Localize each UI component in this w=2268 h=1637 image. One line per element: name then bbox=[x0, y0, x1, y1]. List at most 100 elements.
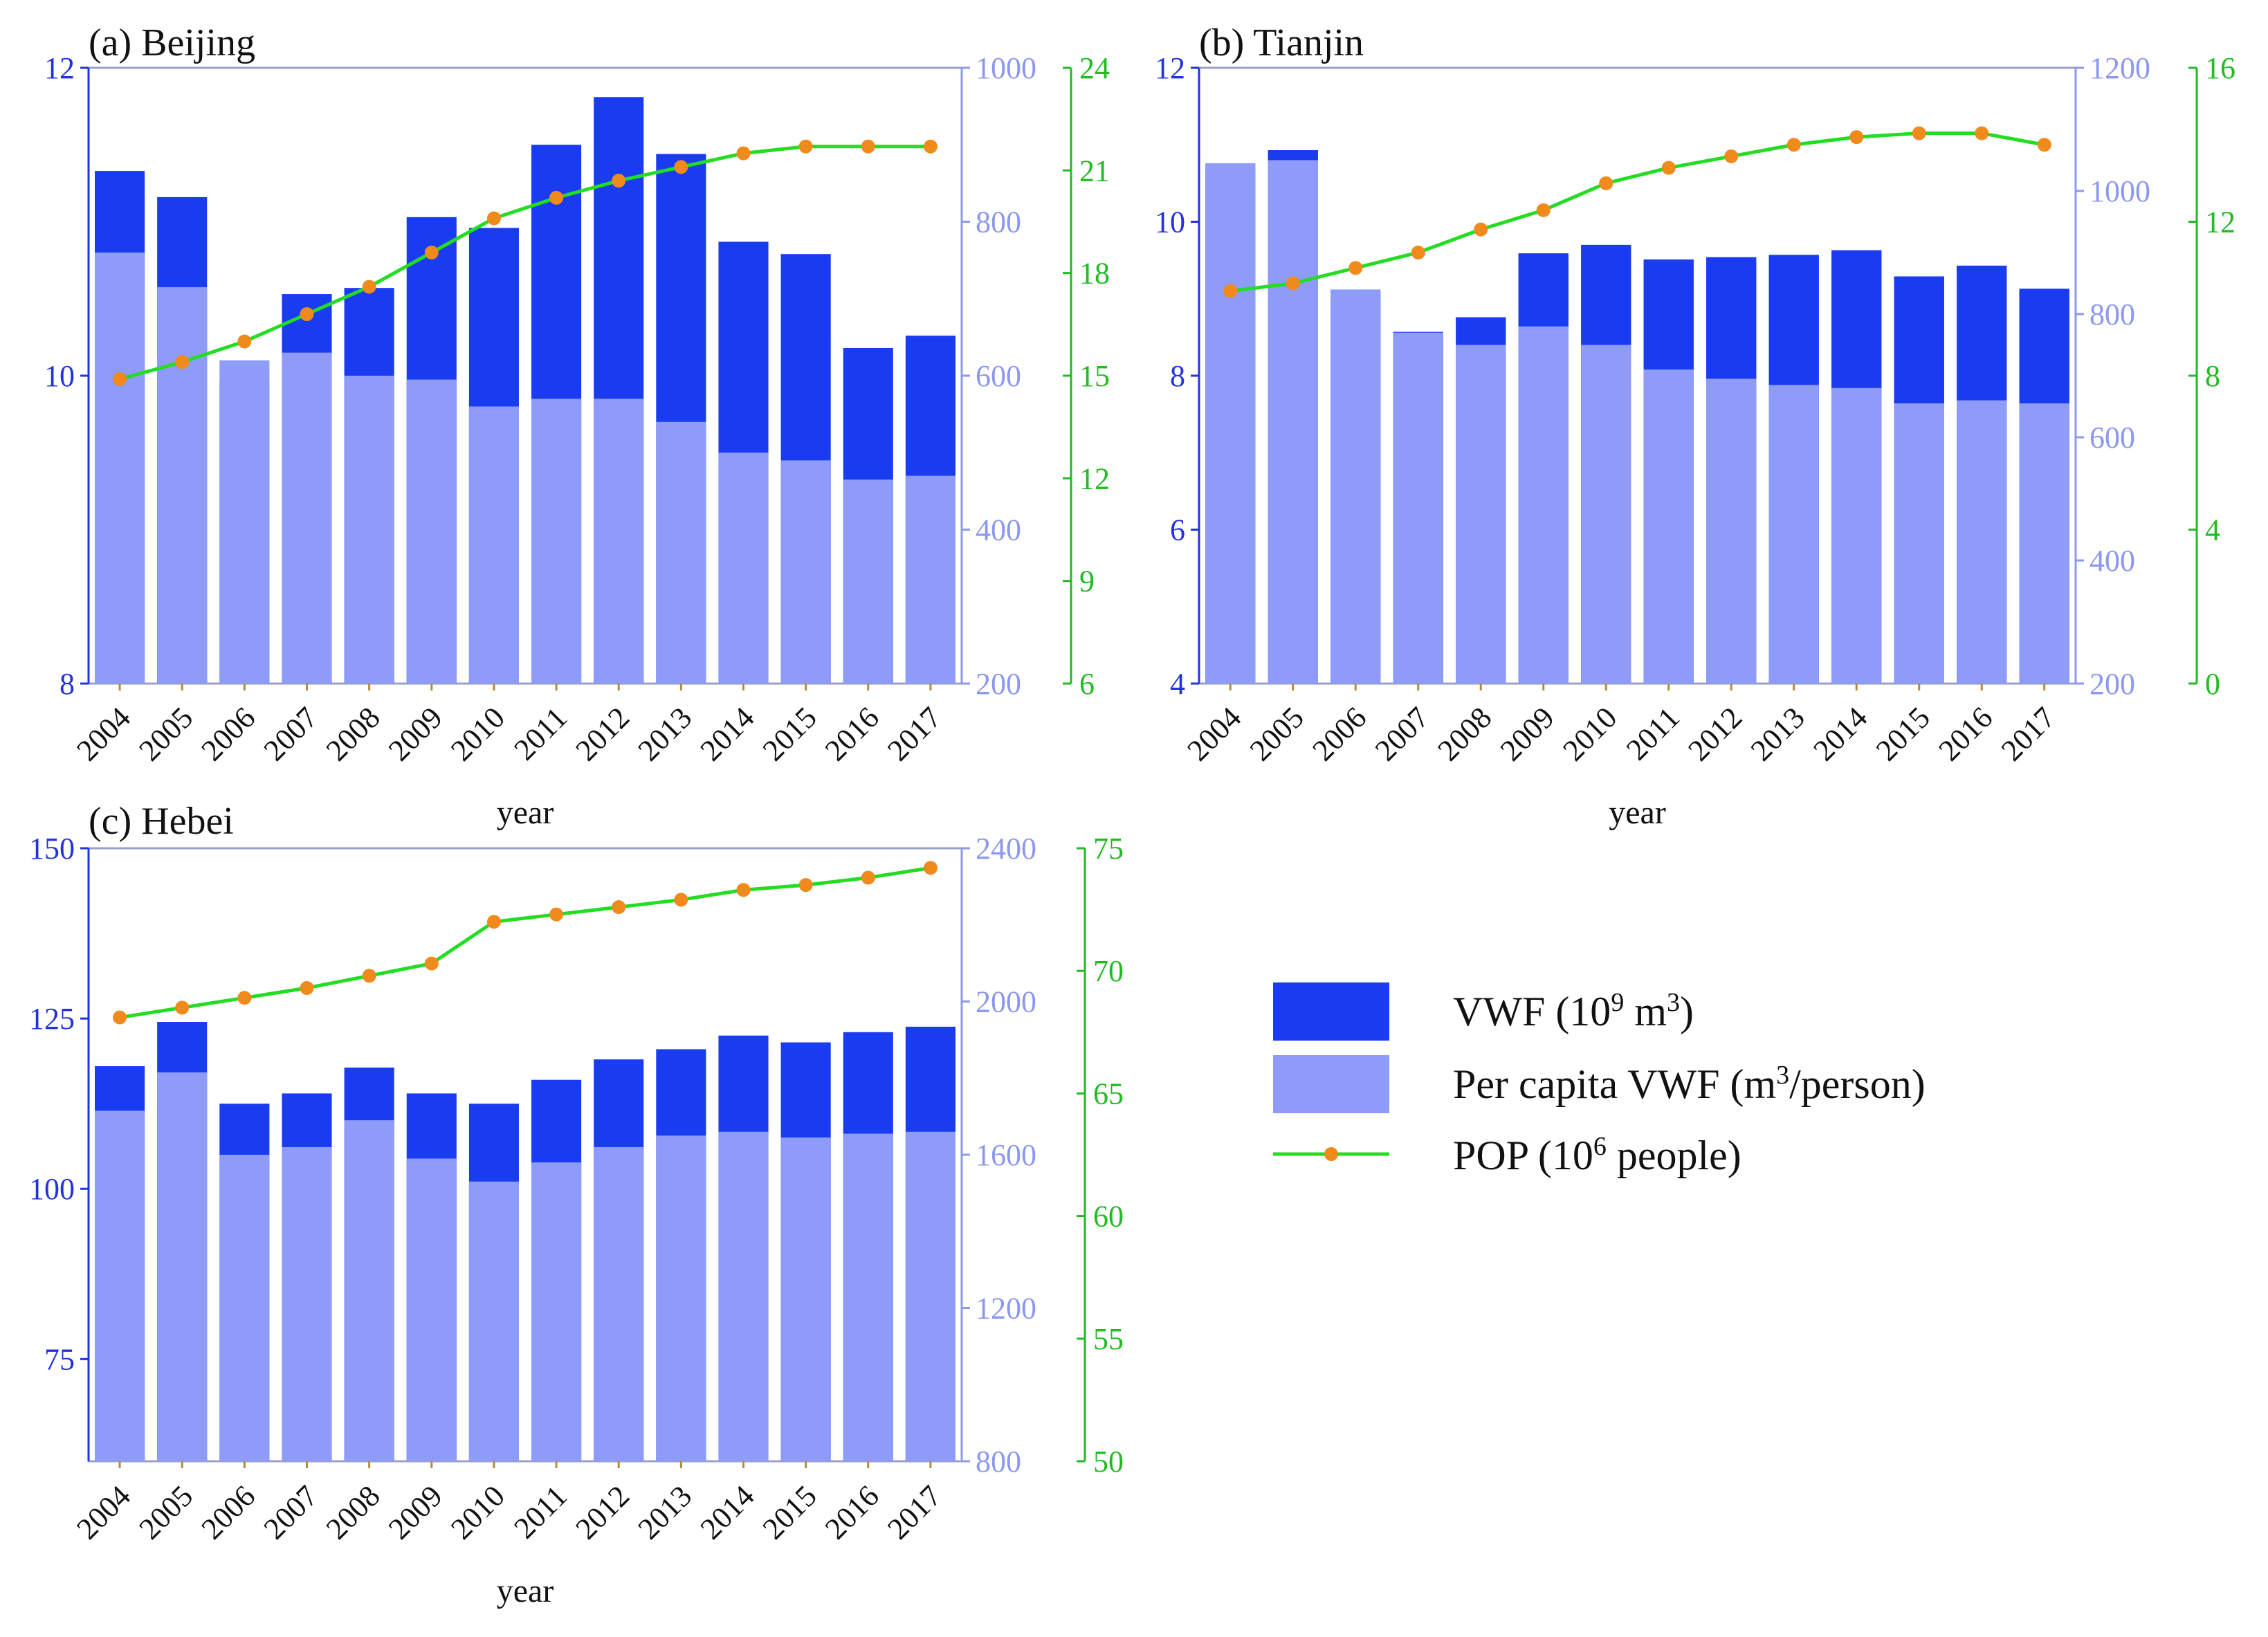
x-tick-label: 2005 bbox=[132, 700, 199, 767]
per-capita-bar bbox=[531, 1162, 582, 1461]
x-tick-label: 2015 bbox=[1869, 700, 1937, 767]
per-capita-bar bbox=[1643, 369, 1694, 684]
pop-marker bbox=[1849, 130, 1864, 145]
per-capita-bar bbox=[1205, 163, 1256, 684]
right-tick-label: 16 bbox=[2205, 51, 2235, 85]
per-capita-bar bbox=[656, 421, 706, 684]
left-tick-label: 10 bbox=[44, 359, 75, 393]
x-tick-label: 2009 bbox=[1494, 700, 1561, 767]
per-capita-bar bbox=[780, 460, 831, 684]
legend-pop-label: POP (106 people) bbox=[1453, 1132, 1741, 1178]
per-capita-bar bbox=[843, 479, 893, 684]
right-tick-label: 0 bbox=[2205, 667, 2220, 701]
left-tick-label: 10 bbox=[1155, 205, 1185, 239]
panel-title: (a) Beijing bbox=[89, 21, 255, 64]
per-capita-bar bbox=[406, 1158, 457, 1461]
right-tick-label: 9 bbox=[1079, 565, 1095, 598]
legend-per-capita-swatch bbox=[1273, 1055, 1389, 1113]
panel-3: 75 100 125 150 800 1200 1600 2000 2400 50 55 60 65 70… bbox=[29, 800, 1124, 1609]
per-capita-bar bbox=[157, 287, 208, 684]
x-tick-label: 2010 bbox=[444, 1479, 511, 1546]
pop-marker bbox=[1661, 161, 1676, 175]
x-tick-label: 2017 bbox=[1995, 700, 2062, 767]
pop-marker bbox=[486, 915, 501, 929]
x-tick-label: 2011 bbox=[507, 700, 574, 767]
x-tick-label: 2013 bbox=[1744, 700, 1811, 767]
per-capita-bar bbox=[1518, 326, 1569, 684]
per-capita-bar bbox=[406, 379, 457, 684]
x-tick-label: 2010 bbox=[444, 700, 511, 767]
right-tick-label: 60 bbox=[1093, 1200, 1124, 1234]
x-axis-label: year bbox=[497, 1573, 554, 1609]
pop-marker bbox=[237, 334, 252, 349]
mid-tick-label: 600 bbox=[2089, 421, 2135, 455]
pop-marker bbox=[1975, 126, 1989, 140]
right-tick-label: 4 bbox=[2205, 513, 2220, 547]
left-tick-label: 150 bbox=[29, 832, 75, 866]
x-tick-label: 2011 bbox=[507, 1479, 574, 1545]
per-capita-bar bbox=[656, 1135, 706, 1461]
right-tick-label: 50 bbox=[1093, 1445, 1124, 1479]
per-capita-bar bbox=[95, 253, 145, 684]
pop-marker bbox=[1474, 222, 1488, 237]
per-capita-bar bbox=[905, 475, 955, 684]
x-tick-label: 2009 bbox=[382, 700, 449, 767]
per-capita-bar bbox=[95, 1110, 145, 1461]
right-tick-label: 12 bbox=[1079, 461, 1110, 495]
x-axis-label: year bbox=[1609, 794, 1666, 831]
x-tick-label: 2008 bbox=[1431, 700, 1498, 767]
x-tick-label: 2013 bbox=[632, 700, 699, 767]
pop-marker bbox=[113, 1010, 127, 1025]
mid-tick-label: 400 bbox=[2089, 544, 2135, 578]
pop-marker bbox=[300, 981, 314, 996]
x-axis-label: year bbox=[497, 794, 554, 831]
x-tick-label: 2014 bbox=[694, 1479, 761, 1546]
pop-marker bbox=[300, 307, 314, 321]
right-tick-label: 55 bbox=[1093, 1322, 1124, 1356]
pop-marker bbox=[549, 190, 564, 205]
pop-marker bbox=[2037, 138, 2051, 152]
right-tick-label: 8 bbox=[2205, 359, 2220, 393]
pop-marker bbox=[549, 907, 564, 922]
pop-line bbox=[119, 866, 931, 1020]
pop-marker bbox=[362, 969, 376, 983]
x-tick-label: 2006 bbox=[195, 1479, 262, 1546]
left-tick-label: 125 bbox=[29, 1002, 75, 1036]
x-tick-label: 2004 bbox=[70, 1479, 137, 1546]
right-tick-label: 6 bbox=[1079, 667, 1095, 701]
right-tick-label: 15 bbox=[1079, 359, 1110, 393]
pop-marker bbox=[736, 883, 751, 897]
per-capita-bar bbox=[1456, 345, 1506, 684]
x-tick-label: 2015 bbox=[756, 700, 823, 767]
per-capita-bar bbox=[718, 452, 769, 684]
per-capita-bar bbox=[1894, 403, 1944, 684]
x-tick-label: 2016 bbox=[1932, 700, 1999, 767]
per-capita-bar bbox=[780, 1137, 831, 1461]
pop-marker bbox=[175, 355, 190, 369]
x-tick-label: 2007 bbox=[1369, 700, 1436, 767]
left-tick-label: 12 bbox=[44, 51, 75, 85]
pop-marker bbox=[1286, 276, 1300, 291]
left-tick-label: 8 bbox=[60, 667, 75, 701]
per-capita-bar bbox=[1957, 400, 2007, 684]
right-tick-label: 18 bbox=[1079, 257, 1110, 291]
per-capita-bar bbox=[1393, 332, 1443, 684]
x-tick-label: 2012 bbox=[1681, 700, 1748, 767]
x-tick-label: 2017 bbox=[881, 1479, 948, 1546]
pop-marker bbox=[1348, 261, 1363, 275]
pop-marker bbox=[861, 870, 875, 885]
panel-1: 8101220040060080010006912151821242004200… bbox=[44, 21, 1110, 831]
left-tick-label: 6 bbox=[1170, 513, 1185, 547]
x-tick-label: 2011 bbox=[1620, 700, 1686, 767]
legend: VWF (109 m3) Per capita VWF (m3/person) PO… bbox=[1273, 982, 1926, 1178]
x-tick-label: 2007 bbox=[257, 700, 324, 767]
pop-marker bbox=[861, 139, 875, 154]
panel-title: (b) Tianjin bbox=[1199, 21, 1364, 64]
per-capita-bar bbox=[344, 376, 394, 684]
left-tick-label: 4 bbox=[1170, 667, 1185, 701]
x-tick-label: 2013 bbox=[632, 1479, 699, 1546]
per-capita-bar bbox=[1831, 387, 1882, 684]
per-capita-bar bbox=[344, 1120, 394, 1461]
legend-pop-marker bbox=[1324, 1147, 1338, 1161]
pop-marker bbox=[736, 146, 751, 161]
